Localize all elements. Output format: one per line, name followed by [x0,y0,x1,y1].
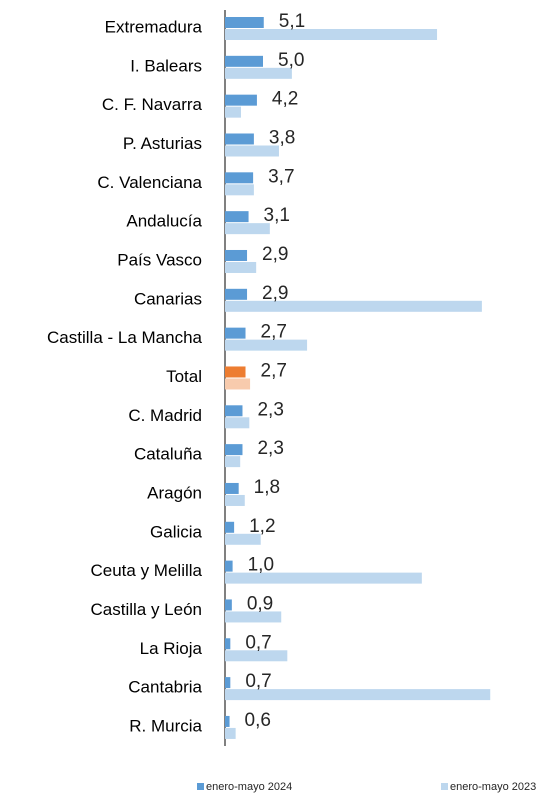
bar [225,638,231,650]
category-label: R. Murcia [129,716,202,735]
bar [225,572,422,584]
bar [225,366,246,378]
bar [225,249,248,261]
bar [225,378,251,390]
category-label: I. Balears [130,56,202,75]
value-label: 3,1 [264,205,290,226]
category-label: C. Madrid [128,406,202,425]
category-label: Galicia [150,522,203,541]
bar [225,689,491,701]
category-label: La Rioja [140,639,203,658]
value-label: 3,8 [269,128,295,149]
value-label: 0,7 [245,671,271,692]
bar [225,715,230,727]
category-label: Cataluña [134,445,203,464]
bar [225,456,241,468]
category-label: Aragón [147,483,202,502]
category-label: Canarias [134,289,202,308]
legend-label: enero-mayo 2023 [450,781,536,793]
value-label: 3,7 [268,166,294,187]
bar [225,599,232,611]
value-label: 2,3 [257,438,283,459]
category-label: País Vasco [117,250,202,269]
value-label: 2,7 [261,322,287,343]
value-label: 1,2 [249,516,275,537]
legend-swatch [197,783,204,790]
bar [225,184,254,196]
bar [225,288,248,300]
value-label: 2,7 [261,360,287,381]
category-label: Andalucía [126,212,202,231]
bar [225,405,243,417]
bar [225,133,254,145]
bar [225,339,308,351]
value-label: 5,1 [279,11,305,32]
bar [225,55,263,67]
bar [225,417,250,429]
bar [225,444,243,456]
bar [225,17,264,28]
category-label: P. Asturias [123,134,202,153]
legend-label: enero-mayo 2024 [206,781,292,793]
bar [225,261,257,273]
bar [225,67,292,79]
value-label: 0,6 [245,710,271,731]
value-label: 0,9 [247,593,273,614]
bar [225,533,261,545]
legend-swatch [441,783,448,790]
value-label: 1,0 [248,555,274,576]
value-label: 2,9 [262,244,288,265]
category-label: Total [166,367,202,386]
value-label: 1,8 [254,477,280,498]
value-label: 5,0 [278,50,304,71]
value-label: 2,3 [257,399,283,420]
category-label: C. Valenciana [97,173,202,192]
category-label: Ceuta y Melilla [91,561,203,580]
category-label: Castilla - La Mancha [47,328,203,347]
bar [225,327,246,339]
bar [225,494,245,506]
bar [225,611,282,623]
bar [225,677,231,689]
category-label: Castilla y León [90,600,202,619]
value-label: 0,7 [245,632,271,653]
bar [225,521,235,533]
category-label: Cantabria [128,678,202,697]
bar [225,145,279,157]
bar [225,482,239,494]
bar [225,727,236,739]
bar [225,211,249,223]
bar [225,223,270,235]
bar [225,94,257,106]
bar [225,650,288,662]
bar [225,106,241,118]
category-label: Extremadura [105,17,203,36]
bar [225,29,438,40]
bar [225,300,482,312]
bar [225,560,233,572]
category-label: C. F. Navarra [102,95,203,114]
value-label: 4,2 [272,89,298,110]
bar [225,172,254,184]
value-label: 2,9 [262,283,288,304]
